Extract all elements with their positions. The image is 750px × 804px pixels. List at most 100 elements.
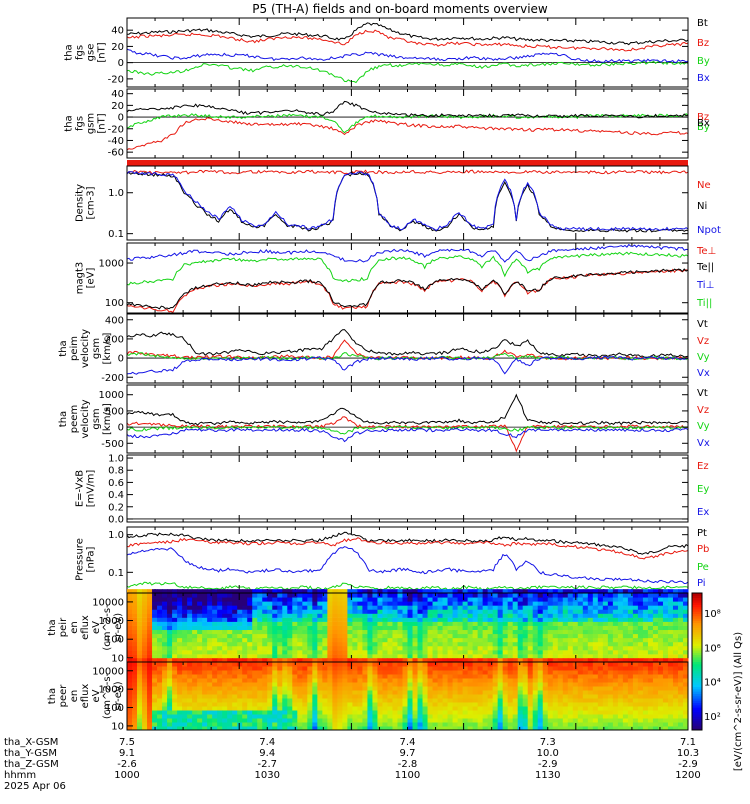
spectrogram-cell [342,662,348,667]
spectrogram-cell [142,714,148,719]
spectrogram-cell [212,589,218,594]
spectrogram-cell [522,726,529,731]
spectrogram-cell [442,666,449,671]
spectrogram-cell [397,605,403,610]
spectrogram-cell [287,662,293,667]
spectrogram-cell [357,666,363,671]
spectrogram-cell [667,609,674,614]
spectrogram-cell [632,601,639,606]
spectrogram-cell [512,718,519,723]
series-line-Bx [127,48,688,64]
spectrogram-cell [442,674,449,679]
spectrogram-cell [132,698,138,703]
spectrogram-cell [587,666,594,671]
spectrogram-cell [547,722,554,727]
series-line-Bx [127,100,688,119]
spectrogram-cell [672,726,679,731]
spectrogram-cell [602,593,609,598]
spectrogram-cell [222,682,228,687]
spectrogram-cell [412,654,419,659]
spectrogram-cell [642,605,649,610]
spectrogram-cell [602,726,609,731]
spectrogram-cell [337,633,343,639]
spectrogram-cell [357,722,363,727]
series-line-Vt [127,329,688,358]
spectrogram-cell [637,597,644,602]
spectrogram-cell [142,645,148,651]
spectrogram-cell [662,706,669,711]
spectrogram-cell [437,658,444,663]
spectrogram-cell [162,674,168,679]
spectrogram-cell [132,589,138,594]
spectrogram-cell [587,662,594,667]
spectrogram-cell [462,625,469,631]
spectrogram-cell [342,682,348,687]
spectrogram-cell [257,686,263,691]
spectrogram-cell [597,637,604,643]
spectrogram-cell [527,702,534,707]
ylabel-line: peim [69,336,80,361]
spectrogram-cell [512,674,519,679]
spectrogram-cell [617,714,624,719]
colorbar-cell [692,709,702,713]
spectrogram-cell [542,678,549,683]
spectrogram-cell [617,597,624,602]
spectrogram-cell [267,605,273,610]
spectrogram-cell [657,593,664,598]
spectrogram-cell [442,609,449,614]
spectrogram-cell [477,722,484,727]
spectrogram-cell [307,666,313,671]
spectrogram-cell [202,645,208,651]
spectrogram-cell [237,666,243,671]
spectrogram-cell [167,597,173,602]
spectrogram-cell [577,690,584,695]
spectrogram-cell [327,625,333,631]
spectrogram-cell [607,601,614,606]
spectrogram-cell [212,625,218,631]
spectrogram-cell [327,682,333,687]
spectrogram-cell [552,714,559,719]
legend-entry: Vx [697,438,710,449]
spectrogram-cell [672,662,679,667]
spectrogram-cell [402,641,408,647]
spectrogram-cell [242,714,248,719]
ytick-label: 1000 [99,616,124,627]
spectrogram-cell [627,678,634,683]
spectrogram-cell [397,722,403,727]
spectrogram-cell [467,678,474,683]
spectrogram-cell [412,629,419,635]
ylabel-line: eV [91,689,102,702]
spectrogram-cell [627,706,634,711]
spectrogram-cell [437,597,444,602]
spectrogram-cell [597,710,604,715]
spectrogram-cell [437,698,444,703]
spectrogram-cell [432,589,439,594]
spectrogram-cell [182,633,188,639]
spectrogram-cell [307,597,313,602]
spectrogram-cell [242,670,248,675]
spectrogram-cell [277,702,283,707]
spectrogram-cell [637,726,644,731]
yticks-2: 0.11.0 [108,188,688,240]
spectrogram-cell [467,714,474,719]
spectrogram-cell [482,650,489,655]
spectrogram-cell [177,645,183,651]
spectrogram-cell [332,690,338,695]
spectrogram-cell [452,617,459,622]
spectrogram-cell [267,714,273,719]
spectrogram-cell [297,682,303,687]
spectrogram-cell [492,605,499,610]
spectrogram-cell [412,698,419,703]
spectrogram-cell [332,629,338,635]
spectrogram-cell [217,690,223,695]
spectrogram-cell [402,605,408,610]
spectrogram-cell [572,621,579,626]
spectrogram-cell [322,605,328,610]
spectrogram-cell [267,654,273,659]
spectrogram-cell [492,718,499,723]
spectrogram-cell [452,597,459,602]
spectrogram-cell [252,690,258,695]
spectrogram-cell [422,589,429,594]
spectrogram-cell [437,662,444,667]
spectrogram-cell [232,698,238,703]
